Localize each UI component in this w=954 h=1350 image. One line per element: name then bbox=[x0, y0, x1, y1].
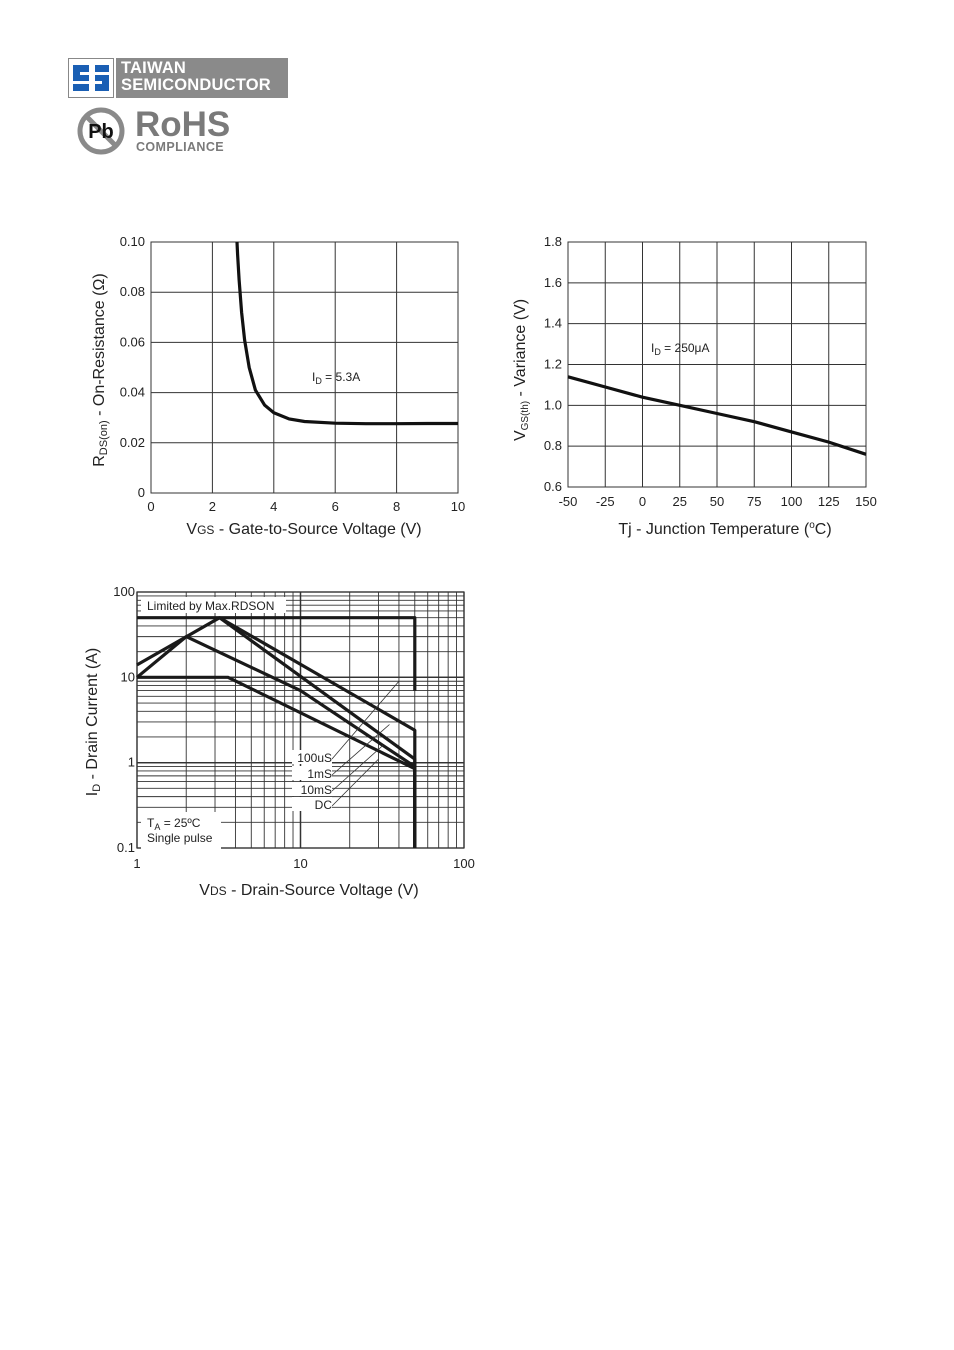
callout-leader bbox=[331, 758, 379, 807]
x-tick-label: 50 bbox=[710, 494, 724, 509]
x-tick-label: 10 bbox=[293, 856, 307, 871]
chart1-ticks: 0 2 4 6 8 10 0 0.02 0.04 0.06 0.08 0.10 bbox=[120, 234, 466, 514]
plot-frame bbox=[150, 241, 459, 494]
callout-bg bbox=[292, 750, 332, 764]
callout-bg bbox=[292, 766, 332, 780]
chart1-annotation: ID = 5.3A bbox=[312, 370, 360, 386]
x-tick-label: 6 bbox=[332, 499, 339, 514]
y-tick-label: 1 bbox=[128, 755, 135, 770]
x-tick-label: 25 bbox=[673, 494, 687, 509]
company-name: TAIWAN SEMICONDUCTOR bbox=[116, 58, 288, 98]
x-tick-label: -50 bbox=[559, 494, 578, 509]
x-tick-label: 100 bbox=[453, 856, 475, 871]
series-label: 1mS bbox=[307, 767, 332, 781]
x-tick-label: 125 bbox=[818, 494, 840, 509]
ts-logo-icon bbox=[68, 58, 114, 98]
x-tick-label: 0 bbox=[147, 499, 154, 514]
rohs-subtitle: COMPLIANCE bbox=[136, 140, 225, 154]
y-tick-label: 0.6 bbox=[544, 479, 562, 494]
y-tick-label: 0 bbox=[138, 485, 145, 500]
rdson-vs-vgs-chart: 0 2 4 6 8 10 0 0.02 0.04 0.06 0.08 0.10 ID = 5.3A V… bbox=[91, 234, 466, 538]
chart2-ticks: -50 -25 0 25 50 75 100 125 150 0.6 0.8 1.0 1.2 1.4 1.6… bbox=[544, 234, 877, 509]
x-tick-label: 8 bbox=[393, 499, 400, 514]
soa-curve-dc-flat bbox=[137, 675, 417, 848]
y-tick-label: 1.4 bbox=[544, 316, 562, 331]
y-tick-label: 1.2 bbox=[544, 357, 562, 372]
y-tick-label: 1.8 bbox=[544, 234, 562, 249]
y-tick-label: 1.6 bbox=[544, 275, 562, 290]
y-tick-label: 0.8 bbox=[544, 438, 562, 453]
x-tick-label: 100 bbox=[781, 494, 803, 509]
pb-text: Pb bbox=[88, 121, 114, 143]
y-tick-label: 10 bbox=[121, 669, 135, 684]
chart2-grid bbox=[567, 241, 867, 488]
y-tick-label: 0.06 bbox=[120, 334, 145, 349]
y-tick-label: 0.04 bbox=[120, 385, 145, 400]
chart2-annotation: ID = 250μA bbox=[651, 341, 709, 357]
rohs-title: RoHS bbox=[135, 105, 231, 144]
company-line1: TAIWAN bbox=[121, 59, 187, 77]
limit-label: Limited by Max.RDSON bbox=[147, 599, 274, 613]
soa-curve-100us bbox=[137, 616, 417, 691]
chart2-ylabel: VGS(th) - Variance (V) bbox=[512, 299, 531, 441]
chart1-grid bbox=[150, 241, 459, 494]
callout-leader bbox=[331, 680, 400, 760]
chart3-curves bbox=[135, 616, 417, 848]
y-tick-label: 0.10 bbox=[120, 234, 145, 249]
y-tick-label: 0.1 bbox=[117, 840, 135, 855]
x-tick-label: 2 bbox=[209, 499, 216, 514]
taiwan-semiconductor-logo: TAIWAN SEMICONDUCTOR bbox=[68, 58, 288, 98]
series-label: 100uS bbox=[297, 751, 332, 765]
series-label: DC bbox=[315, 798, 333, 812]
condition-line1: TA = 25ºC bbox=[147, 816, 201, 832]
company-line2: SEMICONDUCTOR bbox=[121, 76, 271, 94]
vgsth-vs-tj-chart: -50 -25 0 25 50 75 100 125 150 0.6 0.8 1.0 1.2 1.4 1.6… bbox=[512, 234, 877, 538]
condition-bg bbox=[141, 812, 221, 850]
pb-free-icon: Pb bbox=[77, 107, 125, 155]
callout-leader bbox=[331, 724, 390, 776]
y-tick-label: 0.08 bbox=[120, 284, 145, 299]
rdson-curve bbox=[235, 241, 458, 426]
chart1-xlabel: VGS - Gate-to-Source Voltage (V) bbox=[186, 521, 421, 538]
chart1-ylabel: RDS(on) - On-Resistance (Ω) bbox=[91, 273, 110, 467]
callout-bg bbox=[292, 797, 332, 811]
x-tick-label: 4 bbox=[270, 499, 277, 514]
soa-curve-10ms bbox=[218, 616, 417, 848]
limit-label-bg bbox=[141, 597, 286, 613]
callout-leader bbox=[331, 744, 384, 792]
chart3-xlabel: VDS - Drain-Source Voltage (V) bbox=[199, 882, 418, 899]
x-tick-label: 75 bbox=[747, 494, 761, 509]
x-tick-label: 0 bbox=[639, 494, 646, 509]
series-label: 10mS bbox=[301, 783, 332, 797]
chart2-xlabel: Tj - Junction Temperature (oC) bbox=[618, 520, 831, 538]
y-tick-label: 0.02 bbox=[120, 435, 145, 450]
condition-line2: Single pulse bbox=[147, 831, 213, 845]
x-tick-label: 150 bbox=[855, 494, 877, 509]
chart3-ylabel: ID - Drain Current (A) bbox=[84, 648, 103, 796]
x-tick-label: 10 bbox=[451, 499, 465, 514]
y-tick-label: 1.0 bbox=[544, 397, 562, 412]
y-tick-label: 100 bbox=[113, 584, 135, 599]
vgsth-curve bbox=[567, 375, 867, 456]
x-tick-label: 1 bbox=[133, 856, 140, 871]
rohs-compliance-badge: Pb RoHS COMPLIANCE bbox=[76, 106, 246, 158]
callout-bg bbox=[292, 782, 332, 796]
x-tick-label: -25 bbox=[596, 494, 615, 509]
